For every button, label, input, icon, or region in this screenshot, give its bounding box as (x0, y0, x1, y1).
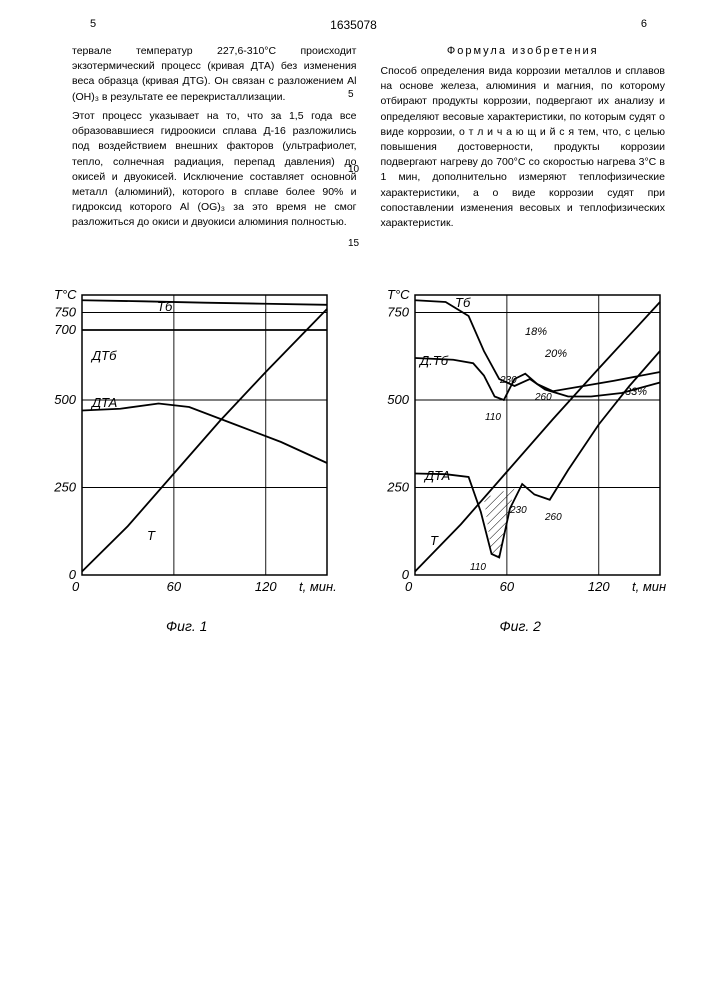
right-column: Формула изобретения Способ определения в… (369, 44, 678, 235)
charts-row: 0 250 500 700 750 60 120 T°C t, мин. 0 Тб ДТб ДТА Т Ф… (0, 285, 707, 634)
chart1-svg: 025050070075060120T°Ct, мин.0ТбДТбДТАТ (37, 285, 337, 605)
svg-text:Тб: Тб (157, 299, 173, 314)
svg-text:T°C: T°C (54, 287, 77, 302)
page-right: 6 (641, 18, 647, 30)
svg-text:Тб: Тб (455, 295, 471, 310)
chart2-block: 025050075060120T°Ct, мин0ТбД.ТбДТАТ18%20… (370, 285, 670, 634)
svg-text:750: 750 (54, 305, 76, 320)
page-left: 5 (90, 18, 96, 30)
chart1-block: 025050070075060120T°Ct, мин.0ТбДТбДТАТ Ф… (37, 285, 337, 634)
formula-title: Формула изобретения (381, 44, 666, 60)
left-column: тервале температур 227,6-310°С происходи… (60, 44, 369, 235)
svg-text:t, мин.: t, мин. (299, 579, 337, 594)
svg-text:Т: Т (430, 533, 439, 548)
svg-text:ДТА: ДТА (90, 395, 117, 410)
left-p2: Этот процесс указывает на то, что за 1,5… (72, 109, 357, 231)
svg-text:33%: 33% (625, 386, 647, 398)
svg-text:120: 120 (588, 579, 610, 594)
svg-text:T°C: T°C (387, 287, 410, 302)
svg-text:500: 500 (54, 392, 76, 407)
svg-text:20%: 20% (544, 348, 567, 360)
left-p1: тервале температур 227,6-310°С происходи… (72, 44, 357, 105)
svg-text:260: 260 (534, 392, 552, 403)
svg-text:ДТб: ДТб (90, 348, 117, 363)
svg-text:110: 110 (470, 562, 486, 573)
svg-text:250: 250 (53, 480, 76, 495)
ln-5: 5 (348, 88, 359, 103)
svg-text:230: 230 (499, 375, 517, 386)
svg-text:Т: Т (147, 528, 156, 543)
svg-text:60: 60 (166, 579, 181, 594)
ln-15: 15 (348, 237, 359, 252)
svg-text:Д.Тб: Д.Тб (418, 353, 449, 368)
chart2-caption: Фиг. 2 (370, 618, 670, 634)
line-numbers: 5 10 15 (348, 88, 359, 312)
svg-text:260: 260 (544, 512, 562, 523)
svg-text:500: 500 (388, 392, 410, 407)
svg-text:60: 60 (500, 579, 515, 594)
chart1-caption: Фиг. 1 (37, 618, 337, 634)
svg-text:230: 230 (509, 505, 527, 516)
svg-text:0: 0 (72, 579, 80, 594)
svg-text:750: 750 (388, 305, 410, 320)
ln-10: 10 (348, 163, 359, 178)
svg-text:ДТА: ДТА (423, 468, 450, 483)
svg-text:700: 700 (54, 322, 76, 337)
svg-text:18%: 18% (525, 326, 547, 338)
svg-text:t, мин: t, мин (632, 579, 666, 594)
chart2-svg: 025050075060120T°Ct, мин0ТбД.ТбДТАТ18%20… (370, 285, 670, 605)
svg-text:120: 120 (255, 579, 277, 594)
document-number: 1635078 (330, 18, 377, 32)
right-p1: Способ определения вида коррозии металло… (381, 64, 666, 231)
svg-text:110: 110 (485, 412, 501, 423)
svg-text:0: 0 (405, 579, 413, 594)
svg-text:250: 250 (387, 480, 410, 495)
